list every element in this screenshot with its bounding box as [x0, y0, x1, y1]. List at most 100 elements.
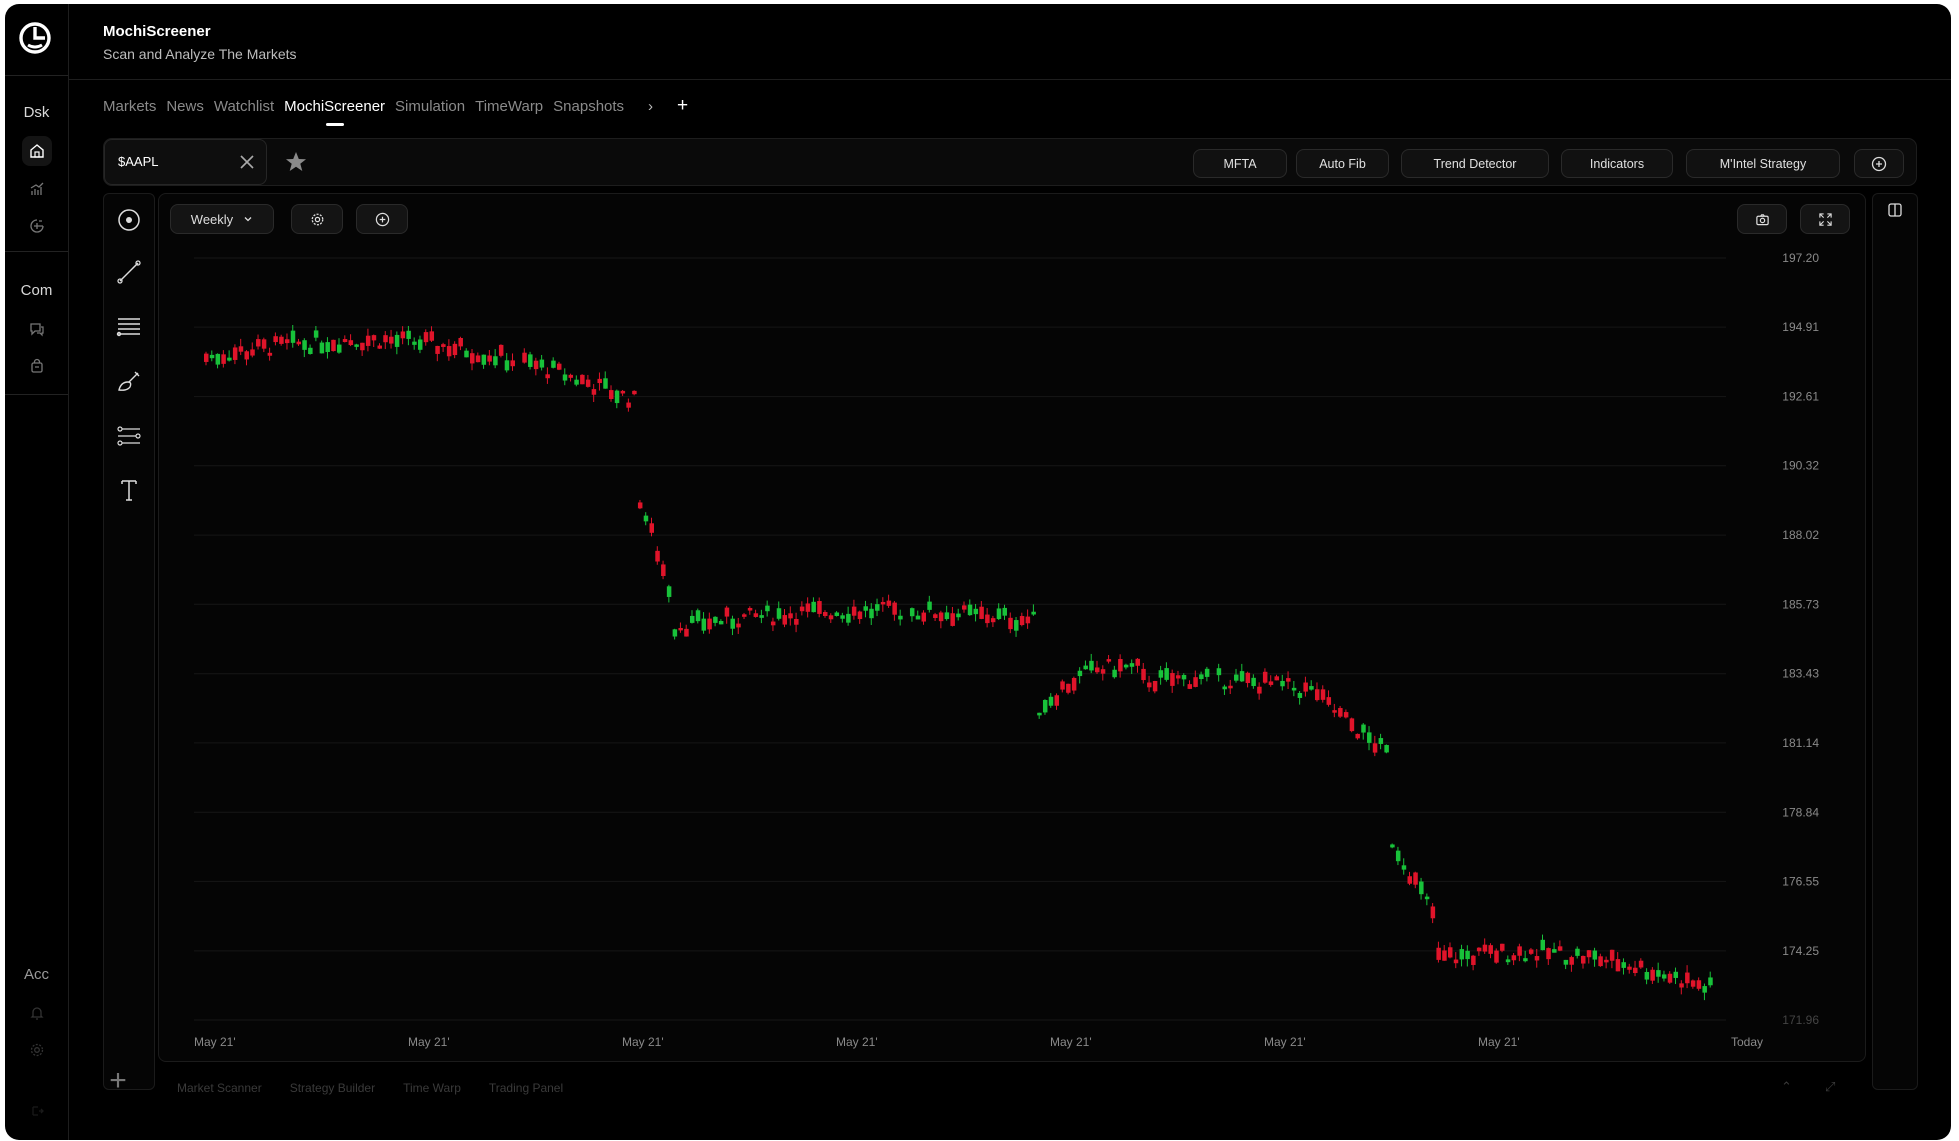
candle-body — [713, 616, 718, 623]
candle-body — [1552, 949, 1557, 953]
candle-body — [1158, 670, 1164, 678]
candle-body — [1031, 611, 1036, 615]
home-icon[interactable] — [22, 136, 52, 166]
candle-body — [1216, 668, 1222, 676]
candle-body — [1609, 949, 1615, 961]
candle-body — [1095, 667, 1100, 673]
add-tool-icon[interactable]: + — [109, 1064, 127, 1097]
candle-body — [742, 614, 747, 617]
candle-body — [1546, 948, 1551, 960]
candle-body — [1123, 664, 1129, 668]
bottom-tab-market-scanner[interactable]: Market Scanner — [177, 1081, 262, 1095]
tab-markets[interactable]: Markets — [103, 97, 157, 115]
candle-body — [1280, 680, 1285, 687]
candle-body — [493, 356, 498, 366]
tab-watchlist[interactable]: Watchlist — [213, 97, 275, 115]
candle-body — [770, 621, 776, 626]
mfta-button[interactable]: MFTA — [1193, 149, 1287, 178]
candle-body — [1667, 973, 1673, 983]
cursor-tool-icon[interactable] — [113, 204, 145, 236]
candle-body — [574, 379, 579, 385]
chevron-right-icon[interactable]: › — [648, 97, 654, 115]
analytics-icon[interactable] — [22, 211, 52, 241]
tab-timewarp[interactable]: TimeWarp — [475, 97, 544, 115]
interval-select[interactable]: Weekly — [170, 204, 274, 234]
candle-body — [1465, 950, 1470, 960]
rail-section-account: Acc — [23, 966, 49, 983]
candle-body — [990, 618, 996, 623]
mochi-logo-icon[interactable] — [18, 21, 52, 55]
drawing-tools — [103, 193, 155, 1090]
candle-body — [475, 355, 481, 363]
candle-body — [886, 600, 892, 606]
candle-body — [753, 613, 759, 617]
candle-body — [1661, 974, 1667, 979]
chevron-up-icon[interactable]: ⌃ — [1781, 1079, 1792, 1094]
candle-body — [1187, 684, 1193, 689]
chat-icon[interactable] — [22, 314, 52, 344]
y-tick-label: 188.02 — [1782, 528, 1819, 542]
candle-body — [273, 336, 278, 343]
candle-body — [944, 612, 950, 620]
candle-body — [1343, 712, 1349, 718]
screenshot-button[interactable] — [1737, 204, 1787, 234]
candle-body — [799, 606, 805, 612]
brush-tool-icon[interactable] — [113, 365, 145, 397]
candle-body — [498, 344, 504, 356]
logout-icon[interactable] — [22, 1096, 52, 1126]
candle-body — [1615, 959, 1621, 972]
candlestick-chart[interactable]: 197.20 194.91 192.61 190.32 188.02 185.73 183.… — [159, 194, 1865, 1061]
add-chart-item-button[interactable] — [356, 204, 408, 234]
add-indicator-button[interactable] — [1854, 149, 1904, 178]
plus-circle-icon — [375, 212, 389, 226]
bell-icon[interactable] — [22, 998, 52, 1028]
candle-body — [909, 608, 915, 617]
candle-body — [1251, 677, 1256, 687]
mintel-strategy-button[interactable]: M'Intel Strategy — [1686, 149, 1840, 178]
candle-body — [256, 339, 261, 347]
settings-icon[interactable] — [22, 1035, 52, 1065]
bottom-tab-time-warp[interactable]: Time Warp — [403, 1081, 461, 1095]
candle-body — [1332, 710, 1337, 713]
candle-body — [1320, 689, 1326, 700]
panel-toggle-icon[interactable] — [1888, 203, 1902, 217]
ticker-input[interactable] — [118, 154, 228, 169]
horizontal-lines-tool-icon[interactable] — [113, 310, 145, 342]
candle-body — [788, 613, 793, 619]
fib-levels-tool-icon[interactable] — [113, 420, 145, 452]
candle-body — [227, 357, 232, 361]
page-title: MochiScreener — [103, 23, 211, 40]
app-window: Dsk Com Acc MochiScreener Scan an — [5, 4, 1951, 1140]
candle-body — [1407, 876, 1413, 884]
bag-icon[interactable] — [22, 351, 52, 381]
candle-body — [1488, 945, 1493, 954]
candle-body — [776, 608, 782, 619]
close-icon[interactable] — [238, 153, 256, 171]
candle-body — [1442, 950, 1447, 961]
chart-bars-icon[interactable] — [22, 174, 52, 204]
tab-mochiscreener[interactable]: MochiScreener — [284, 97, 386, 126]
bottom-tab-strategy-builder[interactable]: Strategy Builder — [289, 1081, 376, 1095]
candle-body — [348, 340, 354, 346]
candle-body — [1100, 669, 1106, 674]
bottom-tab-trading-panel[interactable]: Trading Panel — [488, 1081, 564, 1095]
tab-simulation[interactable]: Simulation — [395, 97, 466, 115]
auto-fib-button[interactable]: Auto Fib — [1296, 149, 1389, 178]
add-tab-icon[interactable]: + — [677, 95, 689, 116]
tab-snapshots[interactable]: Snapshots — [553, 97, 625, 115]
indicators-button[interactable]: Indicators — [1561, 149, 1673, 178]
candle-body — [1436, 947, 1441, 960]
tab-news[interactable]: News — [166, 97, 204, 115]
expand-icon[interactable]: ⤢ — [1825, 1079, 1836, 1094]
trend-detector-button[interactable]: Trend Detector — [1401, 149, 1549, 178]
candle-body — [1476, 947, 1482, 952]
text-tool-icon[interactable] — [113, 474, 145, 506]
trend-line-tool-icon[interactable] — [113, 256, 145, 288]
candle-body — [655, 550, 660, 562]
candle-body — [1077, 670, 1083, 677]
fullscreen-button[interactable] — [1800, 204, 1850, 234]
candle-body — [1129, 663, 1135, 667]
star-icon[interactable] — [284, 150, 308, 174]
chart-settings-button[interactable] — [291, 204, 343, 234]
candle-body — [1106, 659, 1112, 662]
